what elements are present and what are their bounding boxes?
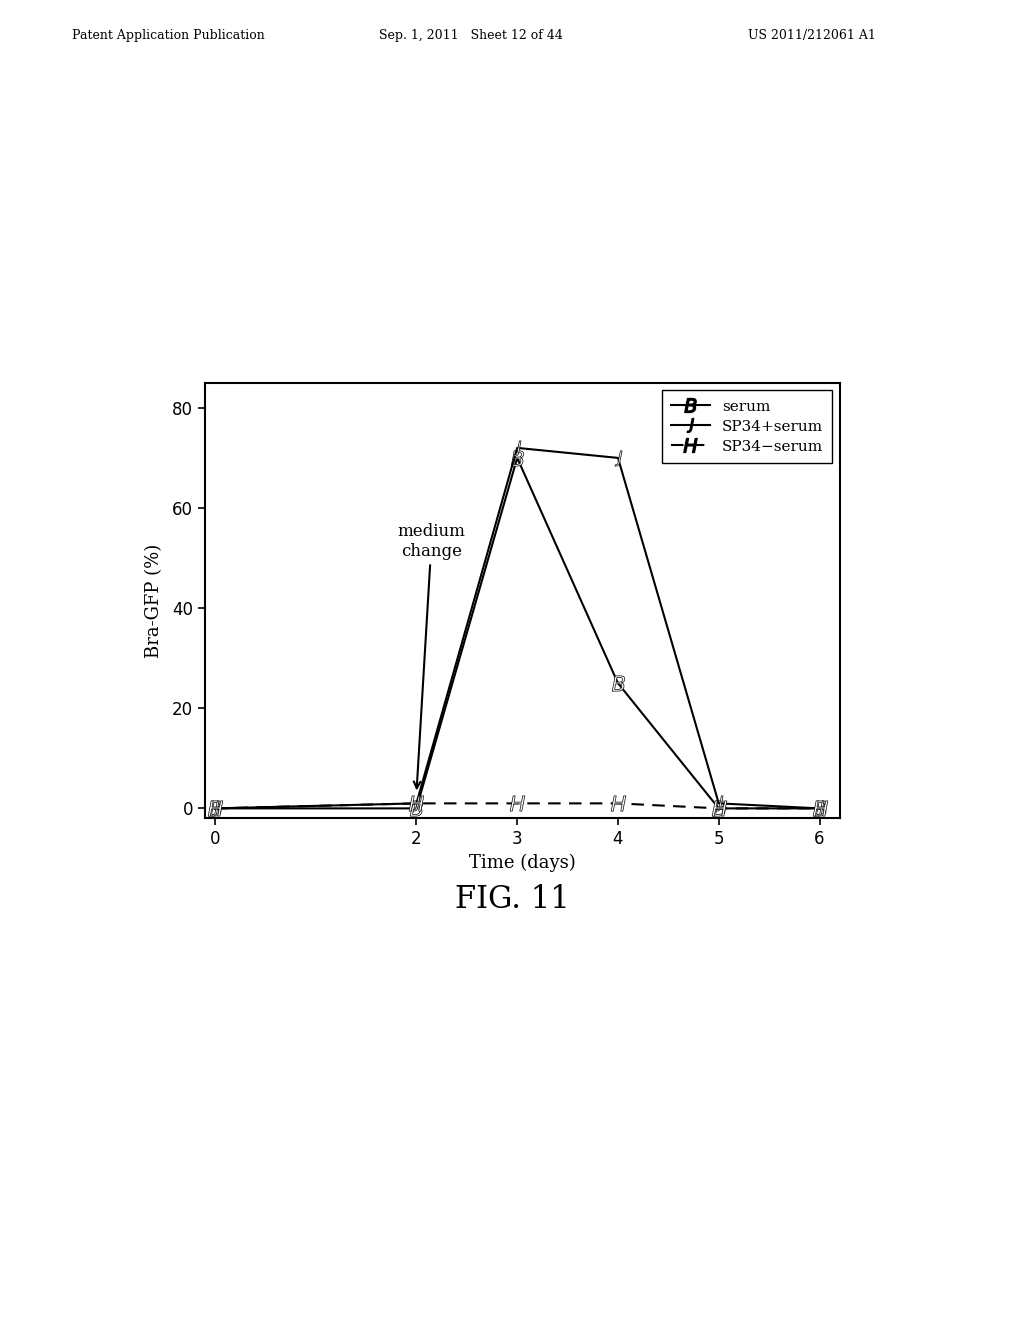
serum: [511, 450, 523, 466]
SP34+serum: [611, 450, 624, 466]
Line: SP34−serum: SP34−serum: [207, 796, 827, 816]
serum: [713, 800, 725, 816]
SP34−serum: [713, 800, 725, 816]
X-axis label: Time (days): Time (days): [469, 854, 575, 873]
SP34+serum: [511, 440, 523, 455]
Line: SP34+serum: SP34+serum: [207, 441, 827, 816]
Text: Patent Application Publication: Patent Application Publication: [72, 29, 264, 42]
Text: US 2011/212061 A1: US 2011/212061 A1: [748, 29, 876, 42]
Y-axis label: Bra-GFP (%): Bra-GFP (%): [145, 544, 164, 657]
serum: [813, 800, 825, 816]
Line: serum: serum: [207, 450, 827, 816]
SP34−serum: [611, 796, 624, 812]
SP34+serum: [713, 796, 725, 812]
serum: [209, 800, 221, 816]
SP34+serum: [813, 800, 825, 816]
serum: [411, 800, 423, 816]
SP34−serum: [209, 800, 221, 816]
SP34+serum: [411, 796, 423, 812]
Text: medium
change: medium change: [397, 523, 466, 788]
SP34+serum: [209, 800, 221, 816]
SP34−serum: [813, 800, 825, 816]
Text: Sep. 1, 2011   Sheet 12 of 44: Sep. 1, 2011 Sheet 12 of 44: [379, 29, 563, 42]
Text: FIG. 11: FIG. 11: [455, 884, 569, 915]
SP34−serum: [511, 796, 523, 812]
Legend: serum, SP34+serum, SP34−serum: serum, SP34+serum, SP34−serum: [663, 391, 833, 463]
serum: [611, 676, 624, 692]
SP34−serum: [411, 796, 423, 812]
